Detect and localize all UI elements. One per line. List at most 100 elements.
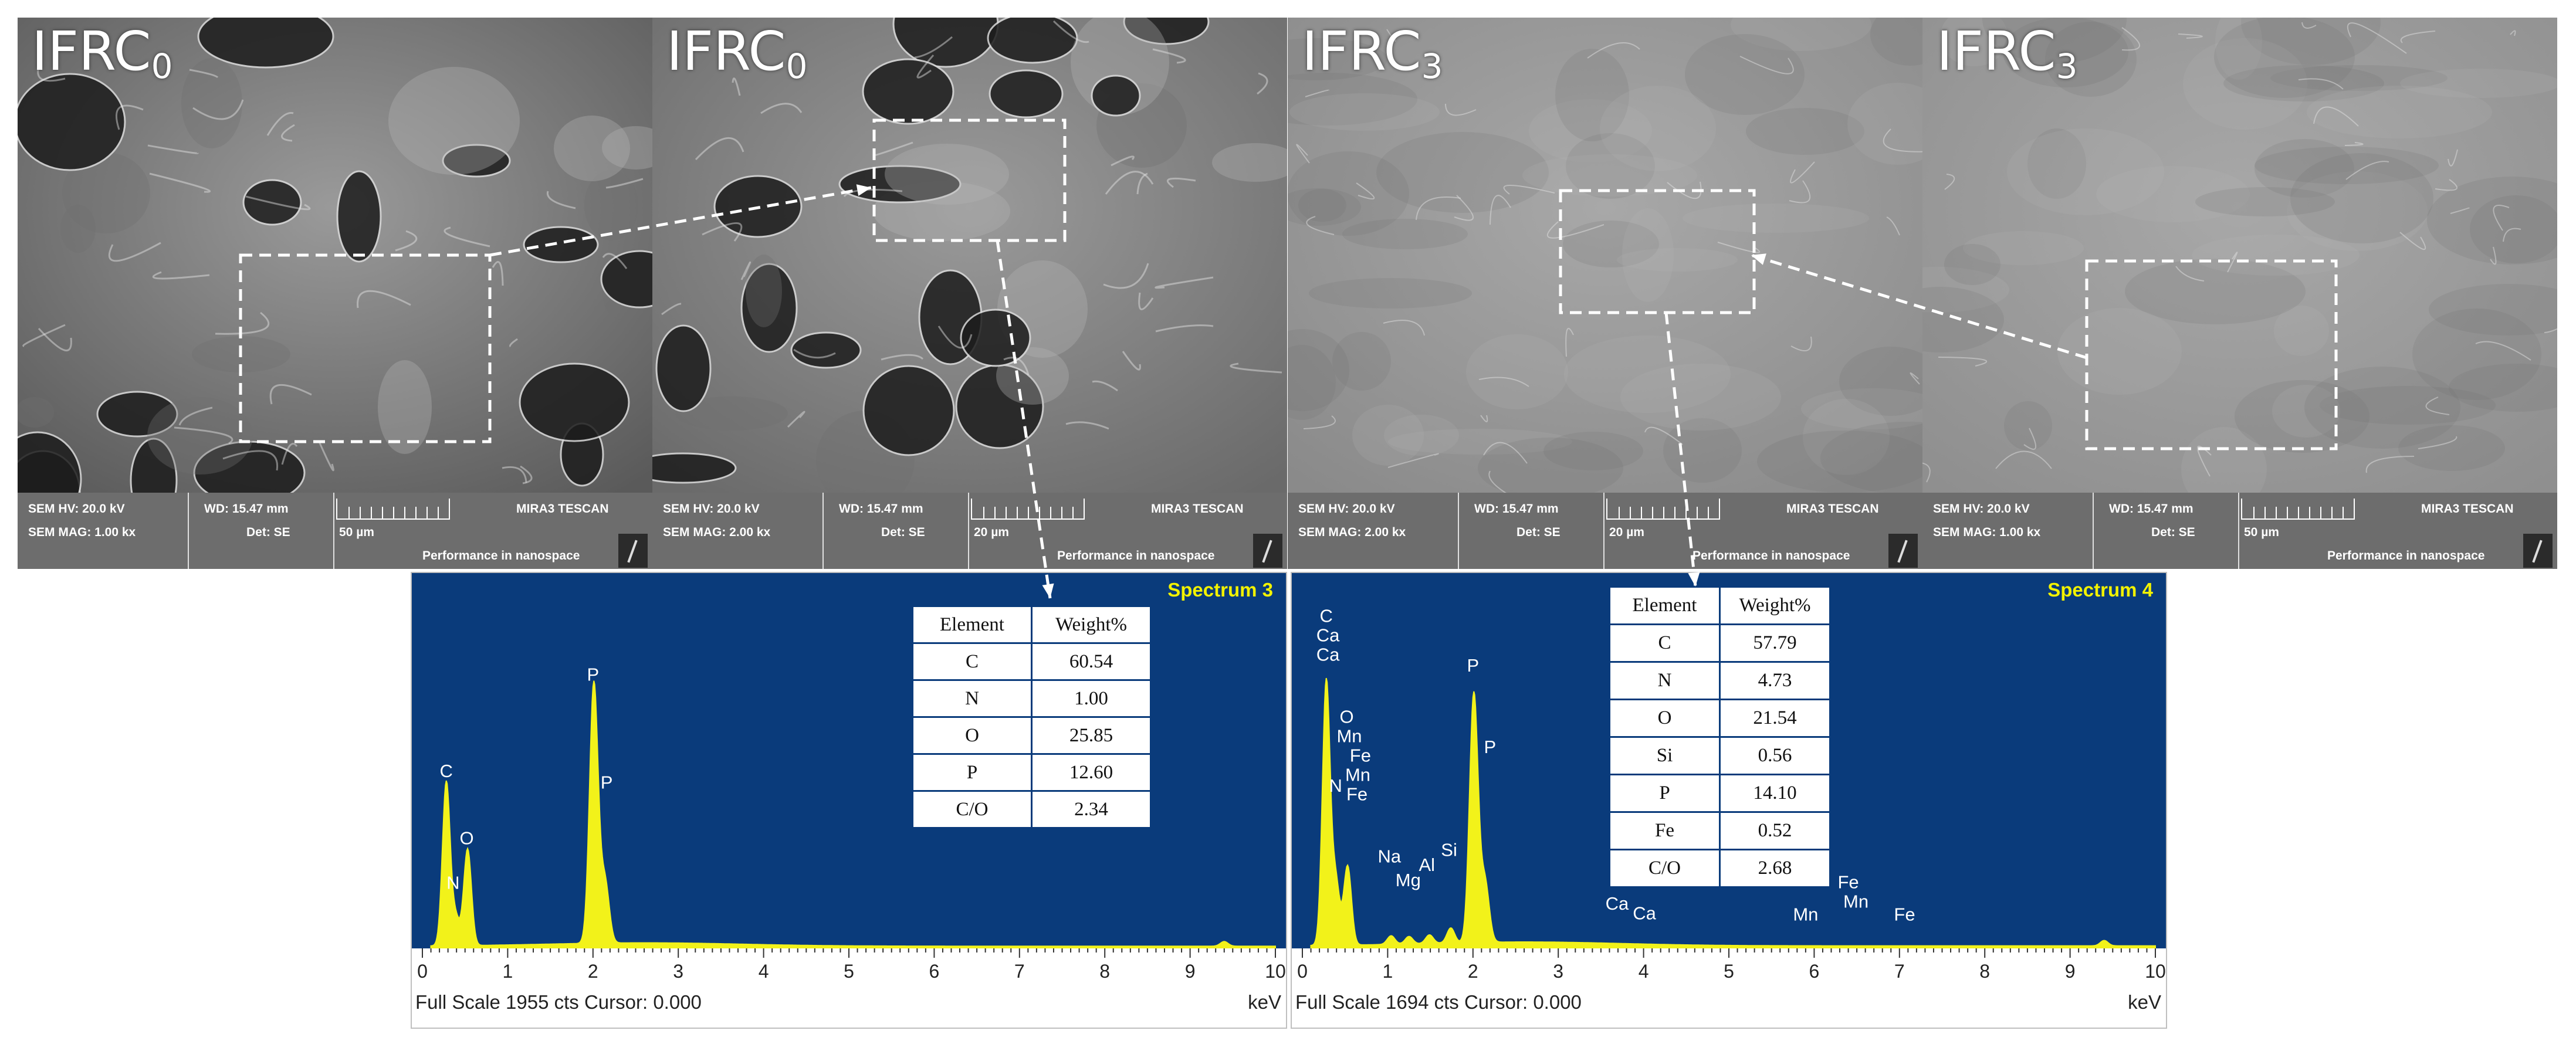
peak-label: Mg	[1396, 870, 1421, 890]
scale-bar	[2241, 499, 2355, 520]
sample-label-main: IFRC	[666, 20, 786, 83]
tescan-logo-icon	[618, 534, 648, 568]
spectrum-title: Spectrum 4	[2047, 579, 2153, 601]
brand-slogan: Performance in nanospace	[1057, 549, 1215, 562]
table-row: N 4.73	[1609, 661, 1831, 700]
peak-label: O	[1340, 707, 1354, 727]
scale-bar-label: 20 µm	[974, 526, 1009, 539]
table-row: C 60.54	[912, 642, 1152, 681]
working-distance: WD: 15.47 mm	[1474, 502, 1559, 516]
sem-micrograph: IFRC0	[18, 18, 652, 493]
x-tick-label: 5	[1724, 961, 1734, 982]
peak-label: Fe	[1346, 784, 1367, 805]
x-tick-label: 4	[759, 961, 769, 982]
sample-label: IFRC0	[32, 25, 173, 84]
peak-label: P	[1467, 655, 1479, 676]
element-cell: P	[912, 753, 1033, 792]
peak-label: N	[446, 873, 459, 893]
peak-label: P	[1484, 737, 1497, 757]
x-tick-label: 2	[588, 961, 598, 982]
sample-label-subscript: 3	[1421, 46, 1443, 86]
sample-label-subscript: 3	[2056, 46, 2078, 86]
info-bar-divider	[1603, 493, 1605, 569]
brand-slogan: Performance in nanospace	[2327, 549, 2485, 562]
peak-label: Al	[1419, 855, 1436, 875]
peak-label: O	[460, 828, 474, 848]
peak-label: Ca	[1633, 903, 1656, 924]
sem-panel: IFRC3 SEM HV: 20.0 kV WD: 15.47 mm MIRA3 TE…	[1288, 18, 1922, 569]
table-row: C/O 2.34	[912, 790, 1152, 829]
x-tick-label: 7	[1894, 961, 1905, 982]
weight-cell: 0.52	[1719, 811, 1831, 850]
sem-micrograph: IFRC0	[652, 18, 1287, 493]
sample-label: IFRC3	[1302, 25, 1443, 86]
sem-panel: IFRC3 SEM HV: 20.0 kV WD: 15.47 mm MIRA3 TE…	[1922, 18, 2557, 569]
table-row: P 14.10	[1609, 774, 1831, 813]
peak-label: C	[1320, 606, 1333, 626]
detector: Det: SE	[1517, 526, 1561, 539]
info-bar-divider	[188, 493, 189, 569]
table-row: C 57.79	[1609, 623, 1831, 663]
sem-magnification: SEM MAG: 2.00 kx	[1298, 526, 1406, 539]
element-cell: N	[1609, 661, 1721, 700]
instrument-brand: MIRA3 TESCAN	[2421, 502, 2514, 516]
working-distance: WD: 15.47 mm	[204, 502, 289, 516]
element-cell: O	[912, 716, 1033, 755]
sem-magnification: SEM MAG: 2.00 kx	[663, 526, 771, 539]
element-cell: Fe	[1609, 811, 1721, 850]
peak-label: Fe	[1350, 745, 1371, 766]
sample-label-main: IFRC	[32, 20, 151, 83]
peak-label: Si	[1441, 840, 1457, 860]
sem-magnification: SEM MAG: 1.00 kx	[28, 526, 136, 539]
sample-label-subscript: 0	[786, 46, 808, 86]
x-tick-label: 9	[2065, 961, 2076, 982]
x-tick-label: 9	[1185, 961, 1196, 982]
tescan-logo-icon	[1253, 534, 1282, 568]
info-bar-divider	[2238, 493, 2239, 569]
sem-hv: SEM HV: 20.0 kV	[28, 502, 125, 516]
weight-cell: 14.10	[1719, 774, 1831, 813]
element-weight-table: Element Weight% C 60.54 N 1.00 O 25.85 P 12.…	[912, 605, 1152, 829]
scale-bar-label: 50 µm	[339, 526, 374, 539]
sample-label-main: IFRC	[1937, 20, 2056, 83]
weight-cell: 2.34	[1031, 790, 1152, 829]
element-cell: P	[1609, 774, 1721, 813]
table-header-element: Element	[912, 605, 1033, 644]
sem-hv: SEM HV: 20.0 kV	[663, 502, 760, 516]
info-bar-divider	[822, 493, 824, 569]
x-tick-label: 4	[1639, 961, 1649, 982]
scale-bar	[1606, 499, 1720, 520]
info-bar-divider	[968, 493, 969, 569]
x-tick-label: 1	[1383, 961, 1393, 982]
eds-plot-area: C N O P P 0 1 2 3 4 5 6 7 8 9 10 Spectrum 3	[412, 573, 1286, 989]
table-header-element: Element	[1609, 586, 1721, 625]
x-tick-label: 3	[1553, 961, 1563, 982]
table-row: N 1.00	[912, 679, 1152, 718]
x-tick-label: 8	[1979, 961, 1990, 982]
full-scale-readout: Full Scale 1694 cts Cursor: 0.000	[1295, 991, 1582, 1013]
info-bar-divider	[2093, 493, 2094, 569]
instrument-brand: MIRA3 TESCAN	[516, 502, 609, 516]
element-cell: Si	[1609, 736, 1721, 775]
working-distance: WD: 15.47 mm	[2109, 502, 2194, 516]
scale-bar	[971, 499, 1085, 520]
peak-label: Ca	[1316, 645, 1340, 665]
kev-axis-unit: keV	[2128, 991, 2161, 1013]
weight-cell: 25.85	[1031, 716, 1152, 755]
peak-label: Mn	[1345, 765, 1370, 785]
peak-label: Mn	[1793, 904, 1818, 924]
table-row: Si 0.56	[1609, 736, 1831, 775]
table-row: C/O 2.68	[1609, 849, 1831, 888]
scale-bar-label: 20 µm	[1609, 526, 1644, 539]
weight-cell: 21.54	[1719, 699, 1831, 738]
x-tick-label: 6	[1809, 961, 1820, 982]
element-cell: N	[912, 679, 1033, 718]
x-tick-label: 10	[2145, 961, 2166, 982]
working-distance: WD: 15.47 mm	[839, 502, 923, 516]
weight-cell: 12.60	[1031, 753, 1152, 792]
table-header-weight: Weight%	[1719, 586, 1831, 625]
x-tick-label: 6	[929, 961, 940, 982]
peak-label: C	[440, 761, 453, 781]
